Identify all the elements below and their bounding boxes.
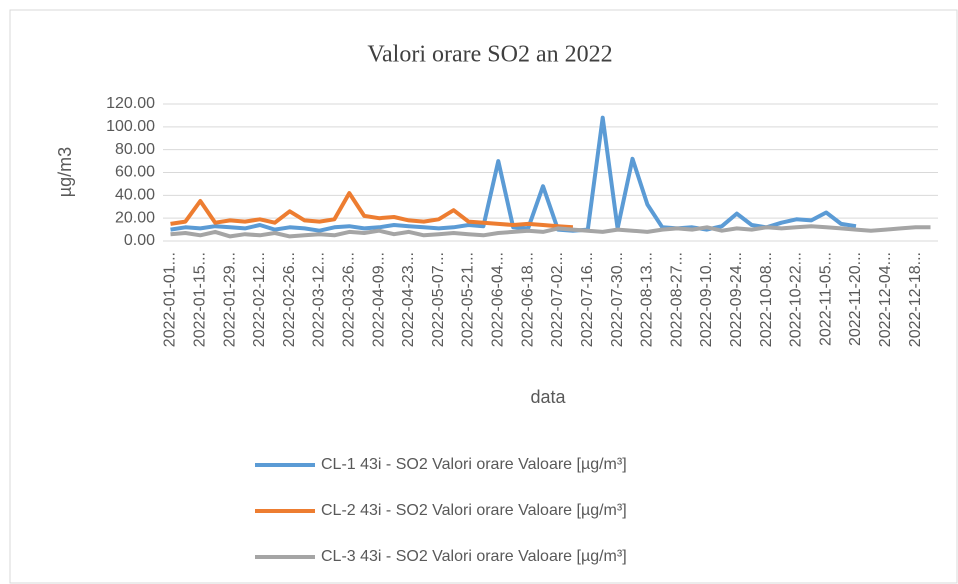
x-tick-label: 2022-10-08... [758,252,775,347]
chart-border [9,9,958,584]
x-tick-label: 2022-07-02... [549,252,566,347]
x-tick-label: 2022-04-23... [400,252,417,347]
legend-label: CL-2 43i - SO2 Valori orare Valoare [µg/… [321,502,627,519]
legend-label: CL-1 43i - SO2 Valori orare Valoare [µg/… [321,456,627,473]
x-tick-label: 2022-09-24... [728,252,745,347]
x-tick-label: 2022-09-10... [698,252,715,347]
x-tick-label: 2022-11-20... [847,252,864,346]
y-axis-label: µg/m3 [55,147,75,197]
x-tick-label: 2022-03-26... [341,252,358,347]
y-tick-label: 120.00 [106,95,155,112]
x-tick-label: 2022-01-29... [221,252,238,347]
y-tick-label: 80.00 [115,141,155,158]
chart-title: Valori orare SO2 an 2022 [367,42,612,68]
y-tick-label: 100.00 [106,118,155,135]
y-tick-label: 0.00 [124,232,155,249]
x-axis-label: data [530,387,566,407]
x-tick-label: 2022-05-21... [460,252,477,347]
x-tick-label: 2022-08-27... [668,252,685,347]
x-tick-label: 2022-06-18... [519,252,536,347]
x-tick-label: 2022-10-22... [788,252,805,347]
x-tick-label: 2022-04-09... [370,252,387,347]
series-line [170,224,931,239]
x-tick-label: 2022-02-12... [251,252,268,347]
x-tick-label: 2022-05-07... [430,252,447,347]
x-tick-label: 2022-07-16... [579,252,596,347]
x-tick-label: 2022-12-18... [907,252,924,347]
x-tick-label: 2022-03-12... [311,252,328,347]
y-tick-label: 60.00 [115,164,155,181]
y-tick-label: 40.00 [115,187,155,204]
legend-label: CL-3 43i - SO2 Valori orare Valoare [µg/… [321,548,627,565]
x-tick-label: 2022-06-04... [490,252,507,347]
x-tick-label: 2022-07-30... [609,252,626,347]
series-line [170,191,574,230]
x-tick-label: 2022-08-13... [639,252,656,347]
x-tick-label: 2022-11-05... [817,252,834,346]
x-tick-label: 2022-02-26... [281,252,298,347]
x-tick-label: 2022-12-04... [877,252,894,347]
y-tick-label: 20.00 [115,209,155,226]
series-line [170,115,857,233]
x-tick-label: 2022-01-15... [191,252,208,347]
x-tick-label: 2022-01-01... [162,252,179,347]
